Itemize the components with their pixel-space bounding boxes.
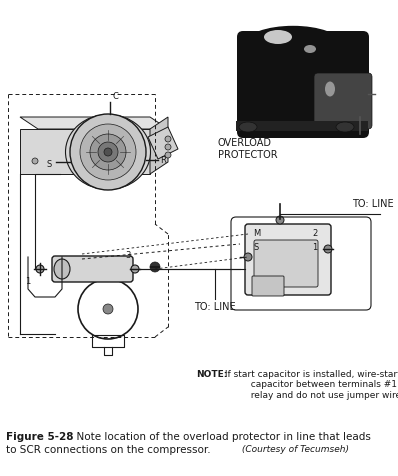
Text: TO: LINE: TO: LINE xyxy=(194,301,236,311)
Circle shape xyxy=(104,149,112,157)
Ellipse shape xyxy=(325,82,335,97)
Polygon shape xyxy=(20,118,168,130)
Bar xyxy=(236,122,368,132)
Ellipse shape xyxy=(246,28,341,62)
Circle shape xyxy=(150,262,160,272)
Circle shape xyxy=(244,253,252,261)
FancyBboxPatch shape xyxy=(245,225,331,296)
Text: 3: 3 xyxy=(125,250,131,259)
FancyBboxPatch shape xyxy=(237,32,369,139)
FancyBboxPatch shape xyxy=(314,74,372,130)
Circle shape xyxy=(165,137,171,143)
FancyBboxPatch shape xyxy=(67,147,119,161)
Circle shape xyxy=(165,153,171,159)
Text: S: S xyxy=(253,242,258,251)
Text: 1: 1 xyxy=(25,277,31,286)
Polygon shape xyxy=(148,128,178,159)
Polygon shape xyxy=(150,118,168,175)
Circle shape xyxy=(90,135,126,170)
Circle shape xyxy=(127,159,133,165)
Text: M: M xyxy=(253,228,260,238)
Circle shape xyxy=(103,304,113,314)
Circle shape xyxy=(324,246,332,253)
Polygon shape xyxy=(20,130,150,175)
Text: TO: LINE: TO: LINE xyxy=(352,198,394,208)
Ellipse shape xyxy=(66,115,150,190)
Text: C: C xyxy=(112,92,118,101)
Circle shape xyxy=(276,217,284,225)
Circle shape xyxy=(131,266,139,273)
FancyBboxPatch shape xyxy=(254,240,318,288)
Ellipse shape xyxy=(54,259,70,279)
Ellipse shape xyxy=(264,31,292,45)
Ellipse shape xyxy=(336,123,354,133)
Text: 2: 2 xyxy=(312,228,317,238)
Text: If start capacitor is installed, wire-start
          capacitor between terminal: If start capacitor is installed, wire-st… xyxy=(222,369,398,399)
Text: (Courtesy of Tecumseh): (Courtesy of Tecumseh) xyxy=(239,444,349,453)
FancyBboxPatch shape xyxy=(52,257,133,282)
Circle shape xyxy=(36,266,44,273)
Circle shape xyxy=(80,125,136,180)
Text: OVERLOAD
PROTECTOR: OVERLOAD PROTECTOR xyxy=(218,138,278,160)
Text: to SCR connections on the compressor.: to SCR connections on the compressor. xyxy=(6,444,211,454)
Ellipse shape xyxy=(239,123,257,133)
Circle shape xyxy=(165,145,171,151)
Text: R: R xyxy=(160,156,166,165)
FancyBboxPatch shape xyxy=(252,277,284,297)
Text: Note location of the overload protector in line that leads: Note location of the overload protector … xyxy=(70,431,371,441)
Ellipse shape xyxy=(304,46,316,54)
Circle shape xyxy=(98,143,118,163)
Circle shape xyxy=(32,159,38,165)
Text: S: S xyxy=(46,160,51,169)
Text: Figure 5-28: Figure 5-28 xyxy=(6,431,74,441)
Text: 1: 1 xyxy=(312,242,317,251)
Text: NOTE:: NOTE: xyxy=(196,369,227,378)
Circle shape xyxy=(70,115,146,190)
